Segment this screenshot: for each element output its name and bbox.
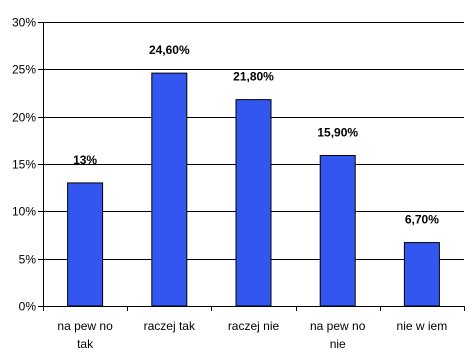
- bar: [151, 72, 188, 307]
- y-tick-label: 10%: [12, 205, 36, 219]
- data-label: 13%: [73, 153, 97, 167]
- data-label: 24,60%: [149, 43, 190, 57]
- y-tick-label: 5%: [19, 253, 37, 267]
- category-label: na pew no tak: [57, 319, 113, 351]
- bar: [319, 154, 356, 307]
- data-labels: 13% 24,60% 21,80% 15,90% 6,70%: [73, 43, 439, 226]
- x-axis-ticks: [43, 306, 465, 311]
- category-label: na pew no nie: [310, 319, 366, 351]
- y-tick-label: 25%: [12, 63, 36, 77]
- data-label: 15,90%: [317, 125, 358, 139]
- y-tick-label: 15%: [12, 158, 36, 172]
- y-tick-label: 30%: [12, 16, 36, 30]
- bars: [67, 72, 440, 307]
- category-labels: na pew no tak raczej tak raczej nie na pew n…: [57, 319, 447, 351]
- bar: [403, 242, 440, 307]
- bar: [67, 182, 104, 307]
- data-label: 21,80%: [233, 70, 274, 84]
- category-label: raczej nie: [228, 319, 280, 333]
- y-tick-label: 20%: [12, 111, 36, 125]
- category-label: raczej tak: [144, 319, 196, 333]
- y-axis-ticks: 0% 5% 10% 15% 20% 25% 30%: [12, 16, 43, 314]
- axes: [43, 22, 464, 307]
- y-tick-label: 0%: [19, 300, 37, 314]
- data-label: 6,70%: [405, 213, 439, 227]
- bar: [235, 99, 272, 307]
- category-label: nie w iem: [397, 319, 448, 333]
